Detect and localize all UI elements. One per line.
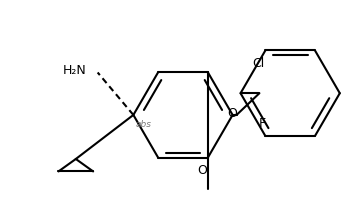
Text: F: F [259,117,266,130]
Text: O: O [227,107,237,120]
Text: Cl: Cl [253,57,265,70]
Text: H₂N: H₂N [63,64,87,77]
Text: O: O [197,164,207,177]
Text: abs: abs [135,120,151,129]
